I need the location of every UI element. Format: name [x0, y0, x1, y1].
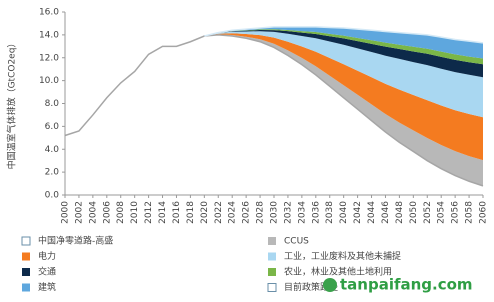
x-tick-label: 2010 [130, 201, 140, 224]
x-tick-label: 2054 [437, 201, 447, 224]
y-tick-label: 8.0 [45, 99, 60, 109]
x-tick-label: 2048 [395, 201, 405, 224]
x-tick-label: 2018 [186, 201, 196, 224]
legend-swatch [22, 268, 30, 276]
x-tick-label: 2034 [297, 201, 307, 224]
legend-swatch [268, 252, 276, 261]
area [204, 31, 484, 118]
x-tick-label: 2028 [256, 201, 266, 224]
y-tick-label: 16.0 [39, 8, 59, 18]
y-axis-label: 中国温室气体排放（GtCO2eq） [6, 39, 18, 170]
legend-swatch [21, 236, 31, 246]
x-tick-label: 2032 [283, 201, 293, 224]
y-tick-label: 14.0 [39, 30, 59, 40]
x-tick-label: 2046 [381, 201, 391, 224]
legend-swatch [22, 283, 30, 292]
x-tick-label: 2006 [102, 201, 112, 224]
x-tick-label: 2026 [242, 201, 252, 224]
x-tick-label: 2060 [479, 201, 489, 224]
x-tick-label: 2008 [116, 201, 126, 224]
x-tick-label: 2056 [451, 201, 461, 224]
x-tick-label: 2012 [144, 201, 154, 224]
x-tick-label: 2014 [158, 201, 168, 224]
legend-swatch [267, 283, 277, 292]
legend-swatch [268, 237, 276, 245]
y-tick-label: 12.0 [39, 53, 59, 63]
x-tick-label: 2042 [353, 201, 363, 224]
x-tick-label: 2020 [200, 201, 210, 224]
x-tick-label: 2058 [465, 201, 475, 224]
y-tick-label: 2.0 [45, 168, 60, 178]
area [204, 33, 484, 161]
area [204, 26, 484, 59]
legend-swatch [22, 252, 30, 261]
legend-label: 建筑 [38, 281, 56, 293]
line [64, 34, 484, 187]
watermark-group: tanpaifang.com [323, 276, 473, 294]
watermark: tanpaifang.com [340, 276, 473, 294]
plot-area: 0.0 2.0 4.0 6.0 8.0 10.0 12.0 14.0 16.0 2000 2002 2… [39, 8, 489, 224]
legend-label: CCUS [284, 237, 309, 247]
x-tick-label: 2002 [74, 201, 84, 224]
legend-label: 农业，林业及其他土地利用 [284, 266, 392, 278]
line [204, 26, 484, 44]
legend-label: 交通 [38, 266, 56, 278]
legend-label: 工业，工业废料及其他未捕捉 [284, 250, 401, 262]
x-tick-label: 2004 [88, 201, 98, 224]
x-tick-label: 2000 [61, 201, 71, 224]
x-tick-label: 2022 [214, 201, 224, 224]
x-tick-label: 2052 [423, 201, 433, 224]
x-tick-label: 2050 [409, 201, 419, 224]
x-tick-label: 2030 [270, 201, 280, 224]
x-tick-label: 2016 [172, 201, 182, 224]
y-tick-label: 0.0 [45, 191, 60, 201]
x-tick-label: 2044 [367, 201, 377, 224]
y-tick-label: 10.0 [39, 76, 59, 86]
watermark-logo [323, 278, 337, 292]
y-tick-label: 4.0 [45, 145, 60, 155]
area [204, 29, 484, 78]
x-tick-label: 2040 [339, 201, 349, 224]
x-tick-label: 2038 [325, 201, 335, 224]
legend-label: 电力 [38, 250, 56, 262]
legend-swatch [268, 268, 276, 276]
x-tick-label: 2024 [228, 201, 238, 224]
x-tick-label: 2036 [311, 201, 321, 224]
area [204, 34, 484, 186]
area [204, 29, 484, 65]
y-tick-label: 6.0 [45, 122, 60, 132]
legend-label: 中国净零道路-高盛 [38, 235, 113, 247]
